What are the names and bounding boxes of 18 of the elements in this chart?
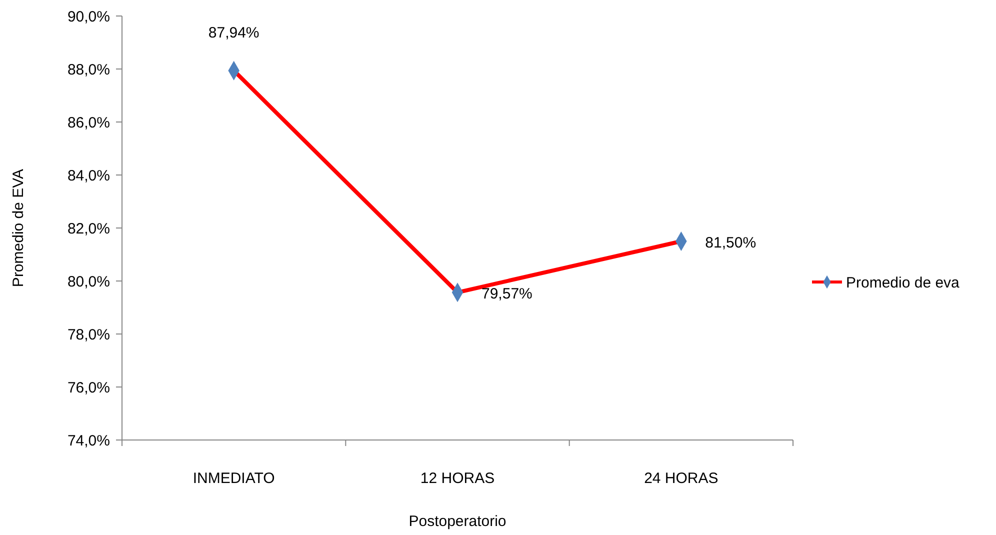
legend-label: Promedio de eva [846, 274, 960, 292]
data-label: 81,50% [705, 234, 756, 252]
y-tick-label: 90,0% [67, 8, 110, 26]
x-axis-title: Postoperatorio [408, 513, 506, 530]
y-tick-label: 84,0% [67, 167, 110, 184]
y-tick-label: 74,0% [67, 432, 110, 450]
x-tick-label: 24 HORAS [644, 470, 718, 487]
x-tick-label: INMEDIATO [192, 470, 275, 487]
y-axis-title: Promedio de EVA [10, 168, 27, 288]
data-label: 79,57% [482, 285, 532, 302]
y-tick-label: 82,0% [67, 220, 110, 238]
y-tick-label: 88,0% [67, 61, 110, 78]
y-tick-label: 80,0% [67, 273, 110, 290]
y-tick-label: 76,0% [67, 379, 110, 396]
y-tick-label: 86,0% [67, 114, 110, 132]
x-tick-label: 12 HORAS [420, 470, 495, 487]
data-label: 87,94% [208, 24, 260, 42]
y-tick-label: 78,0% [67, 326, 110, 344]
